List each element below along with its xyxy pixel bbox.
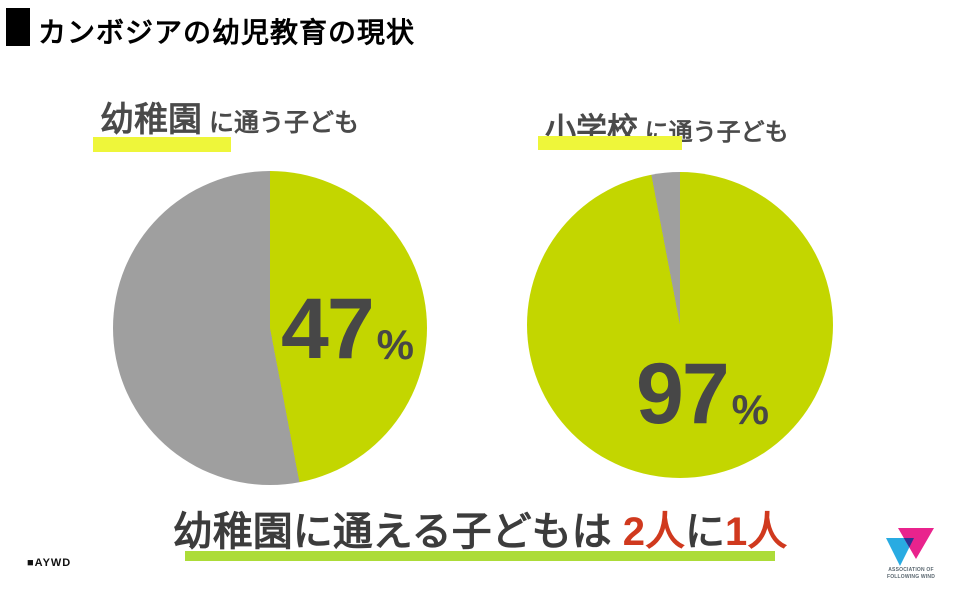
conclusion-statement-particle: に	[684, 510, 725, 554]
conclusion-statement: 幼稚園に通える子どもは 2人に1人	[90, 499, 870, 557]
conclusion-statement-ratio-first: 2人	[622, 510, 685, 554]
kindergarten-pie-value: 47	[281, 281, 375, 377]
primary-school-title-highlight-bar	[538, 136, 682, 150]
conclusion-underline-bar	[185, 551, 775, 561]
following-wind-logo-caption: ASSOCIATION OF FOLLOWING WIND	[881, 567, 941, 580]
kindergarten-pie-value-label: 47 %	[281, 286, 414, 372]
page-title: カンボジアの幼児教育の現状	[38, 17, 416, 48]
aywd-brand-logo: ■AYWD	[27, 557, 72, 569]
conclusion-statement-prefix: 幼稚園に通える子どもは	[172, 510, 623, 554]
title-accent-block	[6, 8, 30, 46]
primary-school-pie-unit: %	[731, 386, 770, 433]
following-wind-logo-icon	[886, 528, 934, 566]
kindergarten-chart-title-rest: に通う子ども	[202, 109, 359, 137]
logo-caption-line1: ASSOCIATION OF	[888, 567, 934, 573]
primary-school-pie-value-label: 97 %	[636, 351, 769, 437]
primary-school-pie-value: 97	[636, 346, 730, 442]
kindergarten-chart-title-highlight: 幼稚園	[100, 101, 202, 139]
primary-school-pie-chart	[527, 172, 833, 478]
logo-caption-line2: FOLLOWING WIND	[886, 573, 936, 580]
kindergarten-title-highlight-bar	[93, 137, 231, 152]
kindergarten-pie-chart	[113, 171, 427, 485]
kindergarten-pie-unit: %	[376, 321, 415, 368]
conclusion-statement-ratio-second: 1人	[724, 510, 788, 554]
kindergarten-chart-title: 幼稚園 に通う子ども	[100, 92, 359, 141]
